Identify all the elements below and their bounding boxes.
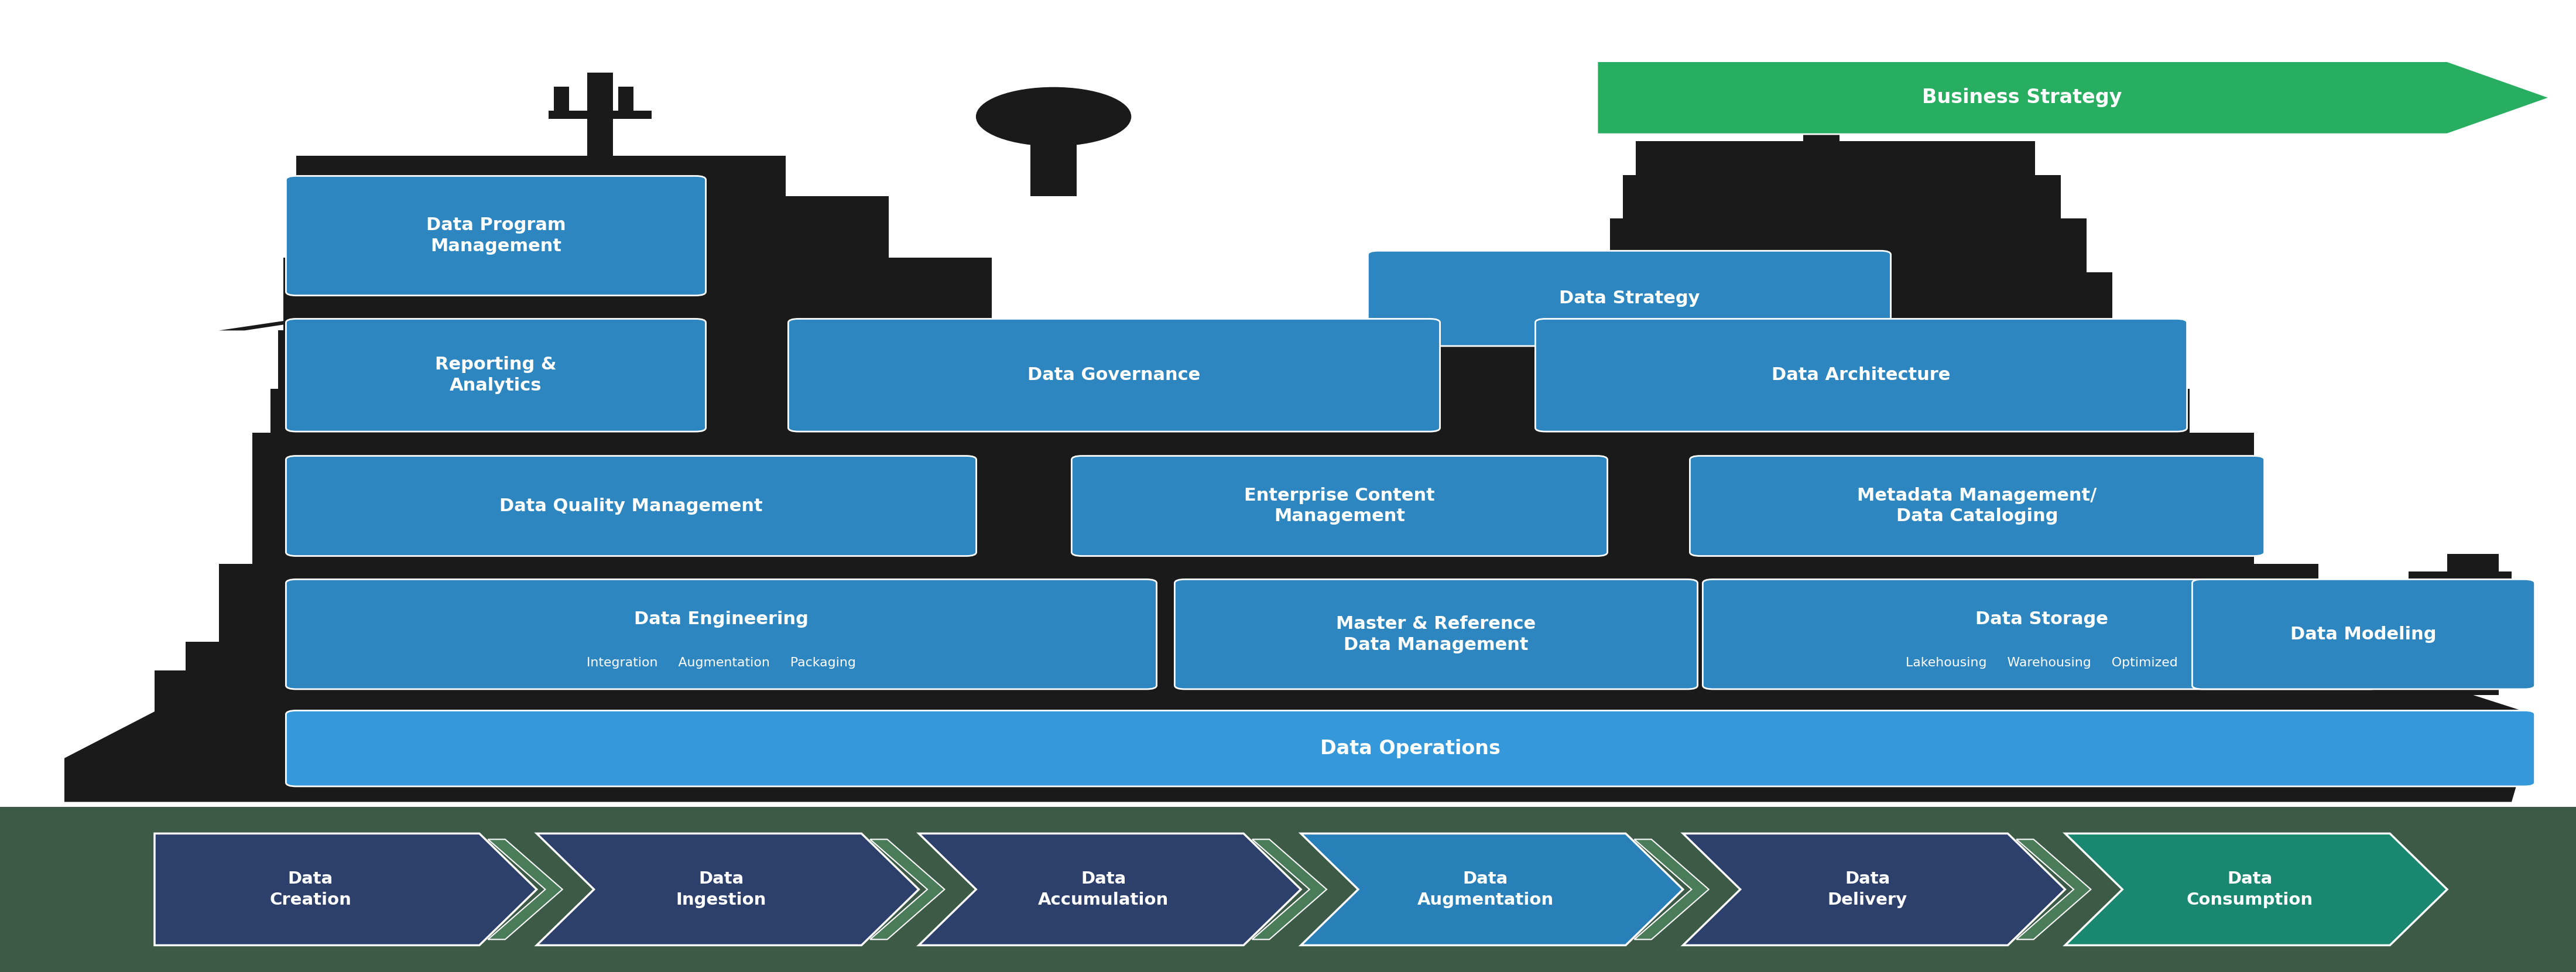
Text: Enterprise Content
Management: Enterprise Content Management: [1244, 487, 1435, 525]
Text: Data
Augmentation: Data Augmentation: [1417, 871, 1553, 908]
Polygon shape: [871, 839, 945, 939]
Polygon shape: [2017, 839, 2092, 939]
Polygon shape: [219, 272, 631, 330]
Bar: [587, 73, 613, 156]
FancyBboxPatch shape: [1690, 456, 2264, 556]
FancyBboxPatch shape: [1072, 456, 1607, 556]
FancyBboxPatch shape: [1175, 579, 1698, 689]
Circle shape: [976, 87, 1131, 146]
FancyBboxPatch shape: [286, 319, 706, 432]
Text: Data Storage: Data Storage: [1976, 610, 2107, 627]
Polygon shape: [1636, 141, 2035, 175]
Polygon shape: [252, 433, 2254, 564]
Text: Business Strategy: Business Strategy: [1922, 88, 2123, 107]
Polygon shape: [1597, 61, 2550, 134]
Polygon shape: [1682, 833, 2066, 945]
Text: Integration     Augmentation     Packaging: Integration Augmentation Packaging: [587, 657, 855, 669]
Bar: [1785, 90, 1888, 97]
Text: Data
Creation: Data Creation: [270, 871, 350, 908]
Text: Reporting &
Analytics: Reporting & Analytics: [435, 356, 556, 395]
Text: Data
Accumulation: Data Accumulation: [1038, 871, 1170, 908]
Text: Data Program
Management: Data Program Management: [425, 217, 567, 255]
FancyBboxPatch shape: [286, 711, 2535, 786]
Text: Data
Consumption: Data Consumption: [2187, 871, 2313, 908]
Text: Master & Reference
Data Management: Master & Reference Data Management: [1337, 615, 1535, 653]
Text: Data
Ingestion: Data Ingestion: [675, 871, 768, 908]
Text: Data Quality Management: Data Quality Management: [500, 498, 762, 514]
Text: Metadata Management/
Data Cataloging: Metadata Management/ Data Cataloging: [1857, 487, 2097, 525]
Text: Data Engineering: Data Engineering: [634, 610, 809, 627]
FancyBboxPatch shape: [286, 456, 976, 556]
Polygon shape: [2066, 833, 2447, 945]
Polygon shape: [1610, 219, 2087, 272]
Polygon shape: [920, 833, 1301, 945]
Text: Data
Delivery: Data Delivery: [1826, 871, 1906, 908]
FancyBboxPatch shape: [2192, 579, 2535, 689]
FancyBboxPatch shape: [788, 319, 1440, 432]
Polygon shape: [64, 695, 2524, 802]
Polygon shape: [487, 839, 562, 939]
Polygon shape: [289, 196, 889, 258]
Polygon shape: [283, 258, 992, 330]
FancyBboxPatch shape: [286, 579, 1157, 689]
Text: Data Strategy: Data Strategy: [1558, 290, 1700, 307]
Bar: [549, 111, 652, 119]
Polygon shape: [536, 833, 920, 945]
Text: Data Governance: Data Governance: [1028, 366, 1200, 384]
Polygon shape: [155, 833, 536, 945]
FancyBboxPatch shape: [1703, 579, 2380, 689]
Bar: [2409, 572, 2512, 583]
Bar: [554, 87, 569, 111]
Polygon shape: [155, 671, 2473, 695]
Polygon shape: [1623, 175, 2061, 219]
Polygon shape: [1252, 839, 1327, 939]
Text: Data Operations: Data Operations: [1321, 739, 1499, 758]
Polygon shape: [278, 330, 2112, 389]
Bar: [1803, 81, 1839, 141]
Bar: [618, 87, 634, 111]
Polygon shape: [270, 389, 2190, 433]
Bar: [1030, 133, 1077, 196]
Bar: [2447, 554, 2499, 695]
Text: Data Modeling: Data Modeling: [2290, 626, 2437, 642]
Bar: [0, 807, 2576, 972]
Polygon shape: [296, 156, 786, 196]
Polygon shape: [1301, 833, 1682, 945]
Polygon shape: [219, 564, 2318, 642]
FancyBboxPatch shape: [1368, 251, 1891, 346]
FancyBboxPatch shape: [286, 176, 706, 295]
Polygon shape: [185, 642, 2421, 671]
Polygon shape: [1597, 272, 2112, 330]
Text: Lakehousing     Warehousing     Optimized: Lakehousing Warehousing Optimized: [1906, 657, 2177, 669]
FancyBboxPatch shape: [1535, 319, 2187, 432]
Text: Data Architecture: Data Architecture: [1772, 366, 1950, 384]
Polygon shape: [1633, 839, 1708, 939]
